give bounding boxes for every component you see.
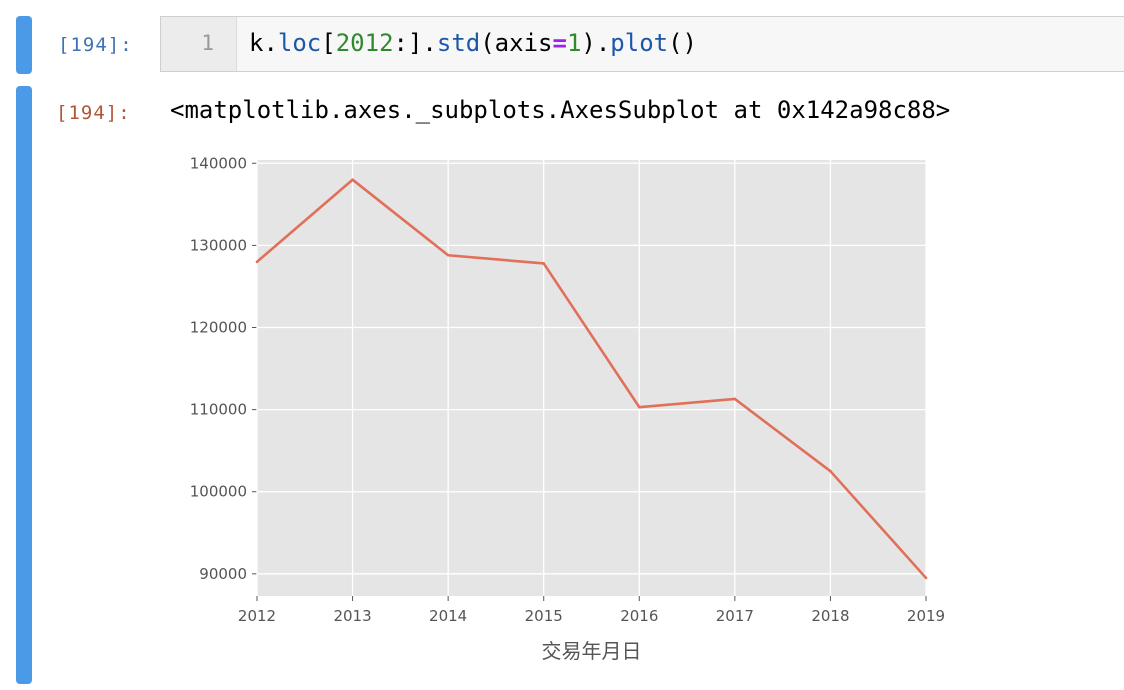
- code-token: plot: [610, 29, 669, 57]
- data-point: [637, 405, 641, 409]
- code-token: =: [552, 29, 567, 57]
- y-tick-label: 120000: [190, 319, 247, 337]
- selected-cell-indicator-output[interactable]: [16, 86, 32, 684]
- x-tick-label: 2019: [907, 607, 945, 625]
- data-point: [733, 397, 737, 401]
- code-token: [: [321, 29, 336, 57]
- x-tick-label: 2016: [620, 607, 658, 625]
- data-point: [351, 178, 354, 182]
- code-cell-editor[interactable]: 1 k.loc[2012:].std(axis=1).plot(): [160, 16, 1124, 72]
- std-line-chart: 90000 100000 110000 120000 130000 140000 2012 2…: [190, 154, 945, 663]
- x-tick-label: 2017: [716, 607, 754, 625]
- line-number: 1: [201, 31, 214, 55]
- x-tick-label: 2014: [429, 607, 467, 625]
- code-token: 1: [566, 29, 582, 57]
- y-tick-label: 130000: [190, 236, 247, 254]
- x-tick-label: 2015: [525, 607, 563, 625]
- selected-cell-indicator-input[interactable]: [16, 16, 32, 74]
- output-repr-text: <matplotlib.axes._subplots.AxesSubplot a…: [170, 96, 951, 124]
- input-prompt: [194]:: [58, 34, 133, 56]
- code-token: loc: [277, 29, 322, 57]
- code-token: 2012: [335, 29, 394, 57]
- y-tick-label: 90000: [199, 565, 247, 583]
- y-tick-label: 110000: [190, 401, 247, 419]
- code-token: std: [436, 29, 481, 57]
- x-tick-label: 2012: [238, 607, 276, 625]
- code-token: (): [668, 29, 697, 57]
- x-tick-label: 2013: [333, 607, 371, 625]
- data-point: [446, 253, 450, 257]
- x-axis-label: 交易年月日: [542, 639, 642, 663]
- line-number-gutter: 1: [161, 17, 237, 71]
- data-point: [542, 262, 546, 265]
- data-point: [255, 260, 259, 264]
- y-tick-label: 140000: [190, 154, 247, 172]
- std-series-line: [256, 178, 927, 579]
- x-tick-label: 2018: [811, 607, 849, 625]
- code-token: k.: [249, 29, 278, 57]
- plot-area: [257, 160, 926, 596]
- output-prompt: [194]:: [56, 102, 131, 124]
- code-token: :].: [393, 29, 437, 57]
- y-tick-label: 100000: [190, 483, 247, 501]
- data-point: [829, 469, 832, 473]
- code-line[interactable]: k.loc[2012:].std(axis=1).plot(): [249, 29, 697, 57]
- code-token: (axis: [480, 29, 553, 57]
- code-token: ).: [581, 29, 611, 57]
- data-point: [924, 576, 928, 580]
